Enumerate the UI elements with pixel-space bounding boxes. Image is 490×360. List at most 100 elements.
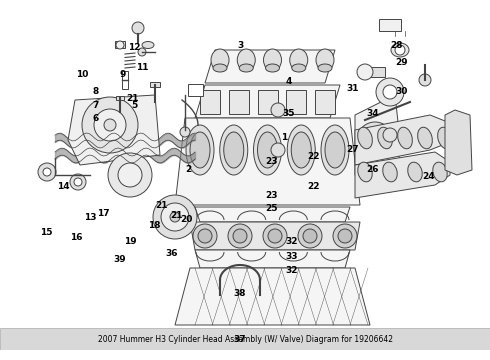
Text: 22: 22 <box>307 152 320 161</box>
Text: 6: 6 <box>93 114 98 123</box>
Text: 13: 13 <box>84 213 97 222</box>
Circle shape <box>365 130 385 150</box>
Ellipse shape <box>266 64 279 72</box>
Text: 11: 11 <box>136 63 148 72</box>
Circle shape <box>161 203 189 231</box>
Text: 29: 29 <box>395 58 408 67</box>
Circle shape <box>303 229 317 243</box>
Ellipse shape <box>378 127 392 149</box>
Polygon shape <box>355 95 400 190</box>
Polygon shape <box>355 115 455 165</box>
Text: 20: 20 <box>180 215 193 224</box>
Text: 25: 25 <box>266 204 278 213</box>
Text: 33: 33 <box>285 252 298 261</box>
Ellipse shape <box>433 162 447 182</box>
Ellipse shape <box>398 127 413 149</box>
Text: 7: 7 <box>92 101 99 110</box>
Circle shape <box>138 48 146 56</box>
Polygon shape <box>195 207 350 222</box>
Text: 21: 21 <box>155 201 168 210</box>
Polygon shape <box>195 85 340 118</box>
Text: 26: 26 <box>366 165 379 174</box>
Ellipse shape <box>287 125 315 175</box>
Text: 32: 32 <box>285 237 298 246</box>
Circle shape <box>357 122 393 158</box>
Polygon shape <box>190 222 360 250</box>
Polygon shape <box>175 118 360 205</box>
Ellipse shape <box>325 132 345 168</box>
Text: 23: 23 <box>266 191 278 200</box>
Ellipse shape <box>408 162 422 182</box>
Circle shape <box>333 224 357 248</box>
Bar <box>150 82 160 87</box>
Text: 37: 37 <box>234 335 246 343</box>
Text: 14: 14 <box>57 182 70 191</box>
Circle shape <box>132 22 144 34</box>
Circle shape <box>198 229 212 243</box>
Text: 18: 18 <box>148 221 161 230</box>
Text: 1: 1 <box>281 133 287 142</box>
Polygon shape <box>68 95 160 165</box>
Bar <box>258 90 277 114</box>
Ellipse shape <box>264 49 281 71</box>
Polygon shape <box>205 50 335 83</box>
Text: 21: 21 <box>170 211 183 220</box>
Circle shape <box>180 127 190 137</box>
Ellipse shape <box>220 125 248 175</box>
Circle shape <box>357 64 373 80</box>
Ellipse shape <box>190 132 210 168</box>
Text: 12: 12 <box>128 43 141 52</box>
Bar <box>200 90 220 114</box>
Text: 30: 30 <box>395 87 408 96</box>
Text: 3: 3 <box>237 41 243 50</box>
Text: 8: 8 <box>93 87 98 96</box>
Text: 2: 2 <box>186 165 192 174</box>
Bar <box>379 19 401 31</box>
Circle shape <box>38 163 56 181</box>
Circle shape <box>70 174 86 190</box>
Circle shape <box>298 224 322 248</box>
Circle shape <box>43 168 51 176</box>
Text: 38: 38 <box>234 289 246 298</box>
Bar <box>365 67 385 77</box>
Text: 39: 39 <box>114 255 126 264</box>
Ellipse shape <box>438 127 452 149</box>
Circle shape <box>419 74 431 86</box>
Bar <box>116 96 124 100</box>
Text: 22: 22 <box>307 182 320 191</box>
Circle shape <box>116 41 124 49</box>
Circle shape <box>263 224 287 248</box>
Text: 35: 35 <box>283 109 295 118</box>
Circle shape <box>153 195 197 239</box>
Text: 27: 27 <box>346 145 359 154</box>
Ellipse shape <box>237 49 255 71</box>
Circle shape <box>94 109 126 141</box>
Bar <box>0 328 490 350</box>
Circle shape <box>271 103 285 117</box>
Text: 34: 34 <box>366 109 379 118</box>
Text: 10: 10 <box>76 70 89 79</box>
Ellipse shape <box>239 64 253 72</box>
Ellipse shape <box>316 49 334 71</box>
Text: 19: 19 <box>123 237 136 246</box>
Text: 15: 15 <box>40 228 53 237</box>
Text: 4: 4 <box>286 77 293 86</box>
Text: 31: 31 <box>346 84 359 93</box>
Ellipse shape <box>213 64 227 72</box>
Circle shape <box>108 153 152 197</box>
Bar <box>188 84 202 96</box>
Text: 24: 24 <box>422 172 435 181</box>
Text: 2007 Hummer H3 Cylinder Head Assembly (W/ Valve) Diagram for 19206642: 2007 Hummer H3 Cylinder Head Assembly (W… <box>98 334 392 343</box>
Text: 9: 9 <box>119 70 126 79</box>
Ellipse shape <box>186 125 214 175</box>
Bar <box>229 90 249 114</box>
Ellipse shape <box>292 64 306 72</box>
Circle shape <box>395 45 405 55</box>
Circle shape <box>338 229 352 243</box>
Ellipse shape <box>383 162 397 182</box>
Text: 32: 32 <box>285 266 298 275</box>
Polygon shape <box>355 152 450 198</box>
Polygon shape <box>195 250 350 268</box>
Ellipse shape <box>318 64 332 72</box>
Polygon shape <box>175 268 370 325</box>
